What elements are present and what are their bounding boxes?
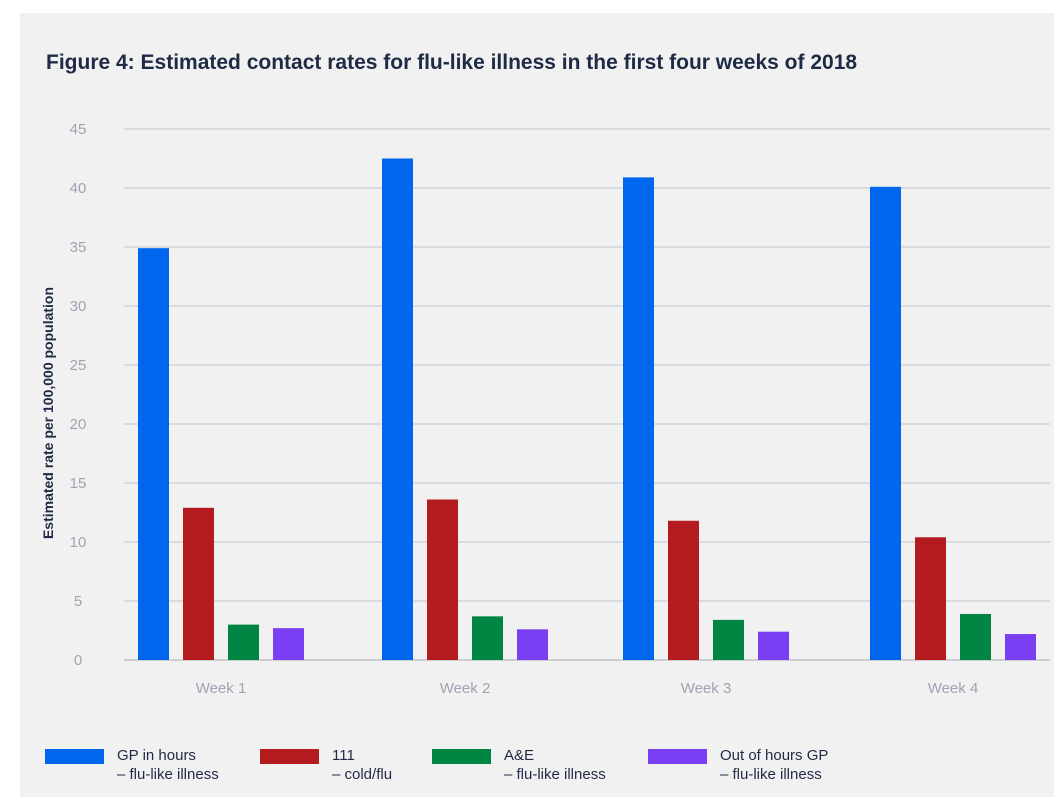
legend-label: Out of hours GP (720, 747, 829, 764)
bar (758, 631, 789, 660)
x-axis-ticks: Week 1 Week 2 Week 3 Week 4 (196, 680, 979, 697)
y-tick-label: 10 (70, 534, 87, 551)
y-tick-label: 15 (70, 475, 87, 492)
bars (138, 158, 1036, 660)
y-tick-label: 0 (74, 652, 82, 669)
bar (138, 248, 169, 660)
bar (713, 619, 744, 660)
legend-description: – flu-like illness (720, 766, 822, 783)
bar (1005, 634, 1036, 660)
bar (915, 537, 946, 660)
legend-swatch (45, 749, 104, 764)
x-tick-label: Week 2 (440, 680, 491, 697)
y-tick-label: 20 (70, 416, 87, 433)
legend: GP in hours – flu-like illness 111 – cold/f… (45, 746, 1045, 798)
bar (870, 186, 901, 660)
y-axis-ticks: 0 5 10 15 20 25 30 35 40 45 (70, 121, 87, 669)
legend-description: – flu-like illness (117, 766, 219, 783)
y-tick-label: 25 (70, 357, 87, 374)
bar (668, 520, 699, 660)
legend-description: – flu-like illness (504, 766, 606, 783)
y-axis-title: Estimated rate per 100,000 population (40, 287, 56, 539)
bar (382, 158, 413, 660)
gridlines (124, 128, 1050, 661)
bar (427, 499, 458, 660)
x-tick-label: Week 1 (196, 680, 247, 697)
y-tick-label: 5 (74, 593, 82, 610)
y-tick-label: 40 (70, 180, 87, 197)
bar (472, 616, 503, 660)
bar (960, 613, 991, 660)
bar (623, 177, 654, 660)
bar (228, 624, 259, 660)
legend-swatch (260, 749, 319, 764)
y-tick-label: 45 (70, 121, 87, 138)
legend-label: A&E (504, 747, 535, 764)
x-tick-label: Week 3 (681, 680, 732, 697)
legend-label: GP in hours (117, 747, 196, 764)
legend-description: – cold/flu (332, 766, 393, 783)
legend-label: 111 (332, 747, 355, 764)
y-tick-label: 30 (70, 298, 87, 315)
x-tick-label: Week 4 (928, 680, 979, 697)
chart-title: Figure 4: Estimated contact rates for fl… (46, 51, 858, 74)
legend-swatch (648, 749, 707, 764)
bar (517, 629, 548, 660)
bar (183, 507, 214, 660)
y-tick-label: 35 (70, 239, 87, 256)
bar (273, 628, 304, 660)
chart-panel: Figure 4: Estimated contact rates for fl… (20, 13, 1054, 797)
legend-swatch (432, 749, 491, 764)
